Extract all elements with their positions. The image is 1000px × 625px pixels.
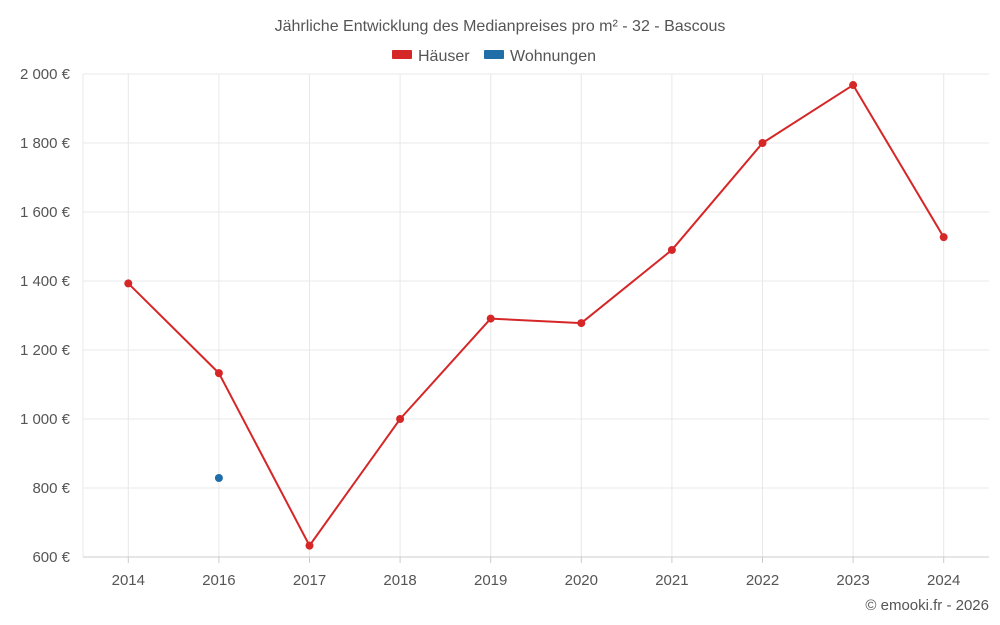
legend-swatch-houses <box>392 50 412 59</box>
x-tick-label: 2024 <box>927 572 960 589</box>
credit-text: © emooki.fr - 2026 <box>865 597 989 614</box>
data-point[interactable] <box>939 233 948 242</box>
series-line <box>127 84 945 547</box>
x-tick-label: 2017 <box>293 572 326 589</box>
series <box>124 81 948 550</box>
series-apartments <box>214 473 223 482</box>
data-point[interactable] <box>214 369 223 378</box>
x-axis-ticks: 2014 2016 2017 2018 2019 2020 2021 2022 2023 2024 <box>112 572 961 589</box>
data-point[interactable] <box>124 279 133 288</box>
legend-item-houses[interactable]: Häuser <box>392 48 470 65</box>
data-point[interactable] <box>214 473 223 482</box>
y-tick-label: 1 600 € <box>20 204 71 221</box>
axes <box>83 556 989 563</box>
x-tick-label: 2018 <box>383 572 416 589</box>
x-tick-label: 2022 <box>746 572 779 589</box>
x-tick-label: 2014 <box>112 572 145 589</box>
y-tick-label: 1 200 € <box>20 342 71 359</box>
x-tick-label: 2021 <box>655 572 688 589</box>
data-point[interactable] <box>667 245 676 254</box>
data-point[interactable] <box>758 139 767 147</box>
y-tick-label: 1 400 € <box>20 273 71 290</box>
data-point[interactable] <box>849 81 858 90</box>
data-point[interactable] <box>486 314 495 323</box>
legend-label-apartments: Wohnungen <box>510 48 596 65</box>
data-point[interactable] <box>396 415 405 423</box>
y-tick-label: 800 € <box>32 480 70 497</box>
x-tick-label: 2023 <box>836 572 869 589</box>
grid <box>82 73 989 557</box>
y-tick-label: 2 000 € <box>20 66 71 83</box>
data-point[interactable] <box>577 319 586 328</box>
data-point[interactable] <box>305 541 314 550</box>
y-tick-label: 1 800 € <box>20 135 71 152</box>
legend-swatch-apartments <box>484 50 504 59</box>
legend-label-houses: Häuser <box>418 48 470 65</box>
chart-title: Jährliche Entwicklung des Medianpreises … <box>275 18 726 35</box>
x-tick-label: 2016 <box>202 572 235 589</box>
series-houses <box>124 81 948 550</box>
y-tick-label: 600 € <box>32 549 70 566</box>
x-tick-label: 2020 <box>565 572 598 589</box>
x-tick-label: 2019 <box>474 572 507 589</box>
legend: Häuser Wohnungen <box>392 48 596 65</box>
y-tick-label: 1 000 € <box>20 411 71 428</box>
y-axis-ticks: 600 € 800 € 1 000 € 1 200 € 1 400 € 1 600 € 1 … <box>20 66 71 566</box>
legend-item-apartments[interactable]: Wohnungen <box>484 48 596 65</box>
